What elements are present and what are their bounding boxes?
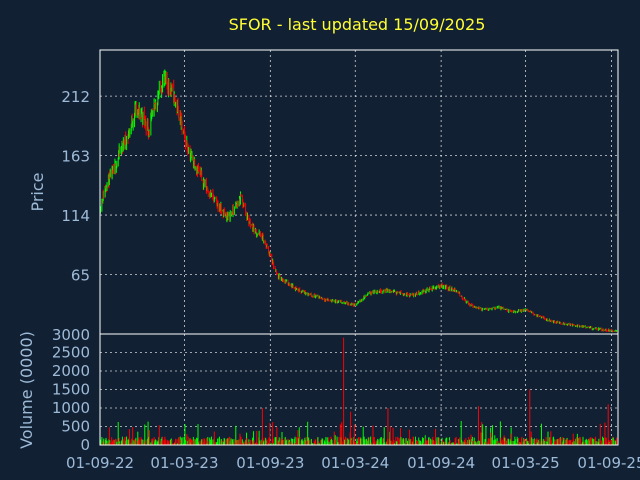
volume-tick-label: 2000	[52, 362, 90, 380]
date-tick-label: 01-03-25	[492, 454, 560, 472]
volume-tick-label: 500	[61, 418, 90, 436]
volume-frame	[99, 333, 619, 446]
date-tick-label: 01-03-24	[321, 454, 389, 472]
volume-grid	[99, 334, 618, 445]
chart-title: SFOR - last updated 15/09/2025	[229, 15, 486, 34]
volume-tick-label: 1500	[52, 381, 90, 399]
date-tick-label: 01-09-22	[66, 454, 134, 472]
volume-axis-label: Volume (0000)	[17, 331, 36, 449]
price-y-ticks: 3000 65 114 163 212	[52, 88, 90, 344]
price-frame	[99, 49, 619, 335]
price-panel: 3000 65 114 163 212 Price	[28, 49, 619, 344]
date-tick-label: 01-03-23	[150, 454, 218, 472]
price-tick-label: 163	[61, 148, 90, 166]
price-tick-label: 3000	[52, 326, 90, 344]
price-tick-label: 114	[61, 207, 90, 225]
price-axis-label: Price	[28, 172, 47, 211]
date-tick-label: 01-09-23	[236, 454, 304, 472]
price-tick-label: 212	[61, 88, 90, 106]
date-x-ticks: 01-09-22 01-03-23 01-09-23 01-03-24 01-09-24…	[66, 454, 640, 472]
volume-tick-label: 2500	[52, 344, 90, 362]
volume-tick-label: 0	[80, 436, 90, 454]
date-tick-label: 01-09-24	[407, 454, 475, 472]
price-grid	[99, 50, 618, 334]
date-tick-label: 01-09-25	[577, 454, 640, 472]
price-tick-label: 65	[71, 267, 90, 285]
price-candles	[99, 69, 619, 333]
volume-bars	[99, 337, 619, 445]
volume-tick-label: 1000	[52, 399, 90, 417]
